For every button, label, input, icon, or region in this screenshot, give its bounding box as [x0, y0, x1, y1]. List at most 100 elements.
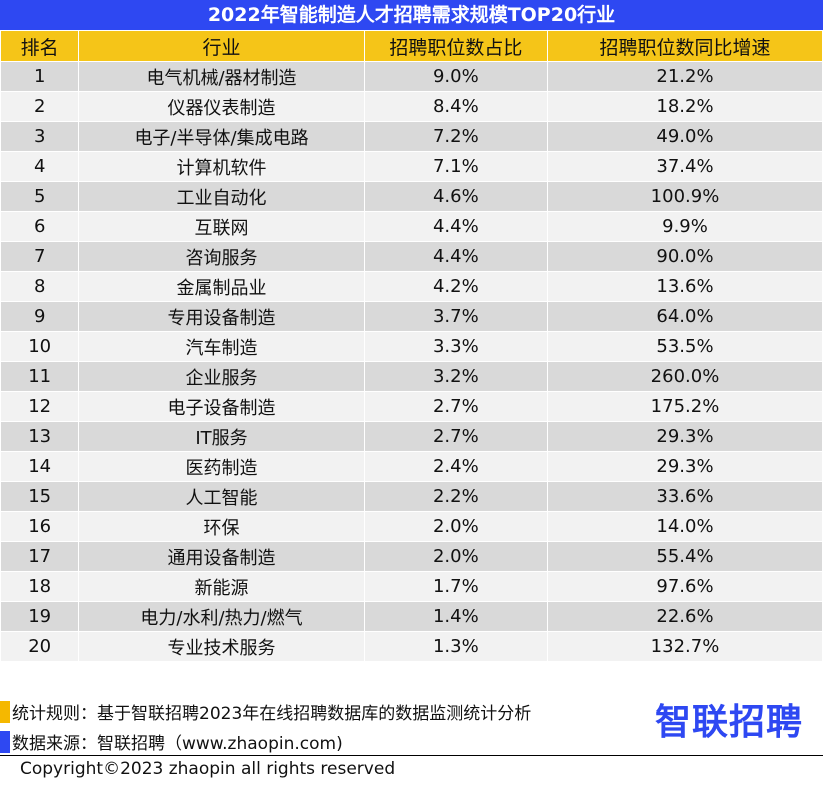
cell-industry: 计算机软件 [78, 151, 365, 182]
table-row: 7 咨询服务 4.4% 90.0% [0, 241, 823, 272]
table-row: 14 医药制造 2.4% 29.3% [0, 451, 823, 482]
cell-rank: 13 [0, 421, 80, 452]
cell-share: 4.6% [363, 181, 548, 212]
cell-industry: 专用设备制造 [78, 301, 365, 332]
table-row: 19 电力/水利/热力/燃气 1.4% 22.6% [0, 601, 823, 632]
cell-industry: 仪器仪表制造 [78, 91, 365, 122]
cell-share: 2.7% [363, 391, 548, 422]
cell-industry: 电力/水利/热力/燃气 [78, 601, 365, 632]
cell-rank: 18 [0, 571, 80, 602]
ranking-table: 排名 行业 招聘职位数占比 招聘职位数同比增速 1 电气机械/器材制造 9.0% 21… [0, 30, 823, 662]
cell-share: 2.4% [363, 451, 548, 482]
cell-growth: 18.2% [546, 91, 823, 122]
cell-growth: 29.3% [546, 421, 823, 452]
cell-industry: 人工智能 [78, 481, 365, 512]
table-row: 16 环保 2.0% 14.0% [0, 511, 823, 542]
cell-industry: 咨询服务 [78, 241, 365, 272]
cell-share: 3.2% [363, 361, 548, 392]
cell-rank: 1 [0, 61, 80, 92]
table-row: 10 汽车制造 3.3% 53.5% [0, 331, 823, 362]
table-row: 3 电子/半导体/集成电路 7.2% 49.0% [0, 121, 823, 152]
cell-rank: 4 [0, 151, 80, 182]
cell-share: 2.2% [363, 481, 548, 512]
cell-rank: 17 [0, 541, 80, 572]
cell-growth: 260.0% [546, 361, 823, 392]
cell-rank: 12 [0, 391, 80, 422]
cell-growth: 132.7% [546, 631, 823, 662]
rule-note: 统计规则：基于智联招聘2023年在线招聘数据库的数据监测统计分析 [0, 699, 531, 724]
cell-growth: 22.6% [546, 601, 823, 632]
divider [0, 755, 823, 756]
cell-growth: 53.5% [546, 331, 823, 362]
cell-rank: 2 [0, 91, 80, 122]
table-row: 11 企业服务 3.2% 260.0% [0, 361, 823, 392]
zhaopin-logo: 智联招聘 [655, 702, 804, 743]
table-row: 1 电气机械/器材制造 9.0% 21.2% [0, 61, 823, 92]
cell-share: 4.2% [363, 271, 548, 302]
blue-square-icon [0, 730, 10, 753]
cell-share: 3.3% [363, 331, 548, 362]
cell-industry: 新能源 [78, 571, 365, 602]
cell-share: 3.7% [363, 301, 548, 332]
cell-growth: 14.0% [546, 511, 823, 542]
cell-share: 2.7% [363, 421, 548, 452]
cell-growth: 29.3% [546, 451, 823, 482]
cell-share: 8.4% [363, 91, 548, 122]
copyright: Copyright©2023 zhaopin all rights reserv… [20, 759, 396, 779]
cell-share: 7.2% [363, 121, 548, 152]
cell-rank: 6 [0, 211, 80, 242]
header-growth: 招聘职位数同比增速 [546, 30, 823, 62]
cell-industry: IT服务 [78, 421, 365, 452]
cell-share: 2.0% [363, 541, 548, 572]
cell-industry: 汽车制造 [78, 331, 365, 362]
yellow-square-icon [0, 700, 10, 723]
cell-share: 1.7% [363, 571, 548, 602]
cell-share: 4.4% [363, 211, 548, 242]
cell-growth: 9.9% [546, 211, 823, 242]
cell-industry: 通用设备制造 [78, 541, 365, 572]
cell-industry: 电子设备制造 [78, 391, 365, 422]
cell-industry: 环保 [78, 511, 365, 542]
cell-industry: 医药制造 [78, 451, 365, 482]
cell-rank: 8 [0, 271, 80, 302]
cell-share: 1.4% [363, 601, 548, 632]
cell-industry: 企业服务 [78, 361, 365, 392]
table-row: 12 电子设备制造 2.7% 175.2% [0, 391, 823, 422]
cell-rank: 5 [0, 181, 80, 212]
rule-text: 统计规则：基于智联招聘2023年在线招聘数据库的数据监测统计分析 [12, 704, 532, 724]
table-title: 2022年智能制造人才招聘需求规模TOP20行业 [0, 0, 823, 30]
header-rank: 排名 [0, 30, 80, 62]
table-row: 4 计算机软件 7.1% 37.4% [0, 151, 823, 182]
cell-rank: 9 [0, 301, 80, 332]
header-row: 排名 行业 招聘职位数占比 招聘职位数同比增速 [0, 30, 823, 62]
cell-growth: 64.0% [546, 301, 823, 332]
cell-growth: 49.0% [546, 121, 823, 152]
header-share: 招聘职位数占比 [363, 30, 548, 62]
cell-industry: 专业技术服务 [78, 631, 365, 662]
cell-industry: 电子/半导体/集成电路 [78, 121, 365, 152]
cell-industry: 工业自动化 [78, 181, 365, 212]
cell-rank: 15 [0, 481, 80, 512]
cell-industry: 互联网 [78, 211, 365, 242]
cell-share: 4.4% [363, 241, 548, 272]
cell-industry: 电气机械/器材制造 [78, 61, 365, 92]
cell-growth: 37.4% [546, 151, 823, 182]
cell-growth: 175.2% [546, 391, 823, 422]
table-row: 5 工业自动化 4.6% 100.9% [0, 181, 823, 212]
cell-rank: 10 [0, 331, 80, 362]
cell-rank: 16 [0, 511, 80, 542]
source-note: 数据来源：智联招聘（www.zhaopin.com) [0, 729, 343, 754]
cell-rank: 7 [0, 241, 80, 272]
cell-rank: 14 [0, 451, 80, 482]
cell-growth: 55.4% [546, 541, 823, 572]
table-row: 17 通用设备制造 2.0% 55.4% [0, 541, 823, 572]
cell-rank: 20 [0, 631, 80, 662]
cell-industry: 金属制品业 [78, 271, 365, 302]
cell-growth: 100.9% [546, 181, 823, 212]
cell-rank: 11 [0, 361, 80, 392]
cell-growth: 90.0% [546, 241, 823, 272]
cell-share: 2.0% [363, 511, 548, 542]
table-row: 2 仪器仪表制造 8.4% 18.2% [0, 91, 823, 122]
cell-growth: 13.6% [546, 271, 823, 302]
header-industry: 行业 [78, 30, 365, 62]
